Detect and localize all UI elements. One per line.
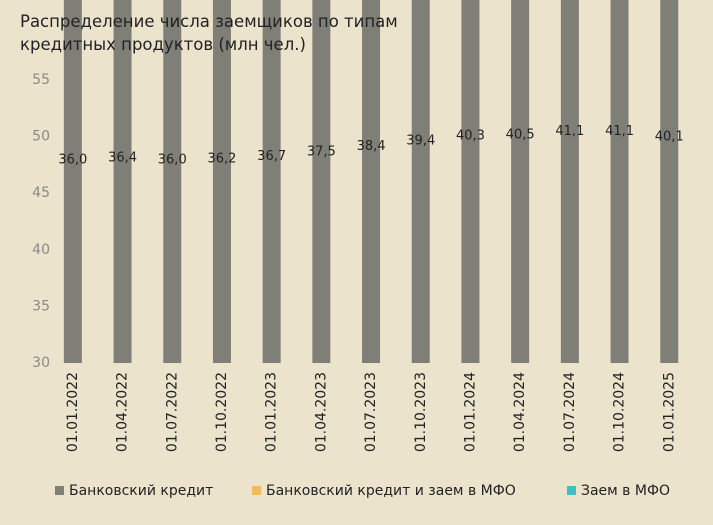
bar-segment bbox=[461, 0, 480, 363]
y-tick-label: 30 bbox=[32, 355, 50, 371]
legend-label: Заем в МФО bbox=[581, 483, 670, 499]
x-tick-label: 01.10.2024 bbox=[612, 372, 628, 452]
legend-swatch bbox=[55, 486, 64, 495]
legend-swatch bbox=[252, 486, 261, 495]
value-label: 40,1 bbox=[655, 130, 684, 145]
bar-segment bbox=[362, 0, 381, 363]
x-tick-label: 01.07.2024 bbox=[562, 372, 578, 452]
value-label: 41,1 bbox=[555, 124, 584, 139]
bar-segment bbox=[63, 0, 82, 363]
bar-segment bbox=[212, 0, 231, 363]
value-label: 40,5 bbox=[506, 127, 535, 142]
x-tick-label: 01.10.2023 bbox=[413, 372, 429, 452]
y-tick-label: 40 bbox=[32, 242, 50, 258]
x-tick-label: 01.01.2024 bbox=[462, 372, 478, 452]
value-label: 37,5 bbox=[307, 144, 336, 159]
x-tick-label: 01.04.2023 bbox=[313, 372, 329, 452]
bar-segment bbox=[163, 0, 182, 363]
y-tick-label: 45 bbox=[32, 185, 50, 201]
value-label: 38,4 bbox=[357, 139, 386, 154]
value-label: 36,4 bbox=[108, 150, 137, 165]
x-tick-label: 01.01.2023 bbox=[264, 372, 280, 452]
x-tick-label: 01.01.2022 bbox=[65, 372, 81, 452]
x-tick-label: 01.07.2022 bbox=[164, 372, 180, 452]
chart-title: Распределение числа заемщиков по типам к… bbox=[20, 12, 398, 54]
x-tick-label: 01.01.2025 bbox=[661, 372, 677, 452]
x-tick-label: 01.07.2023 bbox=[363, 372, 379, 452]
bar-segment bbox=[262, 0, 281, 363]
x-tick-label: 01.04.2024 bbox=[512, 372, 528, 452]
y-tick-label: 35 bbox=[32, 298, 50, 314]
bar-segment bbox=[660, 0, 679, 364]
value-label: 41,1 bbox=[605, 124, 634, 139]
y-tick-label: 50 bbox=[32, 129, 50, 145]
value-label: 36,0 bbox=[58, 153, 87, 168]
y-tick-label: 55 bbox=[32, 72, 50, 88]
legend-swatch bbox=[567, 486, 576, 495]
bar-segment bbox=[411, 0, 430, 363]
bar-segment bbox=[113, 0, 132, 364]
value-label: 36,0 bbox=[158, 153, 187, 168]
legend-label: Банковский кредит и заем в МФО bbox=[266, 483, 516, 499]
x-tick-label: 01.04.2022 bbox=[115, 372, 131, 452]
value-label: 39,4 bbox=[406, 133, 435, 148]
value-label: 40,3 bbox=[456, 128, 485, 143]
bar-segment bbox=[560, 0, 579, 364]
bar-segment bbox=[312, 0, 331, 363]
x-tick-label: 01.10.2022 bbox=[214, 372, 230, 452]
bar-segment bbox=[610, 0, 629, 364]
bar-segment bbox=[511, 0, 530, 363]
value-label: 36,2 bbox=[207, 152, 236, 167]
legend-label: Банковский кредит bbox=[69, 483, 213, 499]
value-label: 36,7 bbox=[257, 149, 286, 164]
